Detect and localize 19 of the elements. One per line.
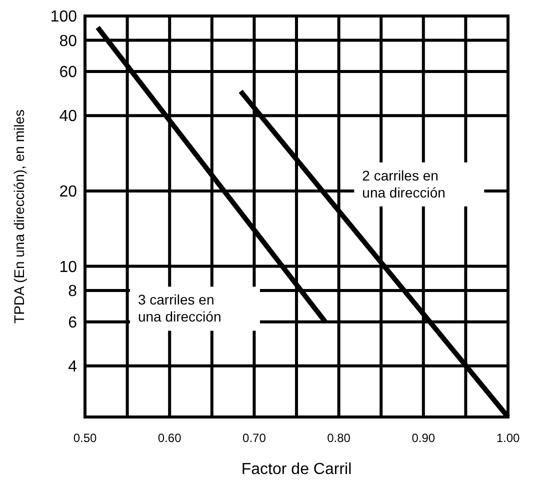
annotation: 3 carriles en una dirección (138, 292, 222, 325)
y-tick-label: 40 (59, 108, 78, 126)
x-tick-label: 0.50 (73, 431, 97, 445)
x-tick-label: 0.90 (412, 431, 436, 445)
y-tick-label: 4 (68, 358, 78, 376)
x-axis-title: Factor de Carril (241, 461, 352, 478)
y-axis-title: TPDA (En una dirección), en miles (11, 110, 27, 324)
y-tick-label: 6 (68, 314, 78, 332)
x-tick-label: 1.00 (496, 431, 520, 445)
y-tick-label: 8 (68, 283, 78, 300)
y-tick-label: 10 (59, 258, 78, 276)
y-tick-label: 80 (59, 32, 78, 50)
x-tick-label: 0.70 (242, 431, 266, 445)
y-tick-label: 20 (59, 184, 78, 201)
y-tick-label: 100 (50, 8, 78, 26)
x-tick-label: 0.80 (327, 431, 351, 445)
x-tick-label: 0.60 (158, 431, 182, 445)
y-tick-label: 60 (59, 64, 78, 82)
annotation: 2 carriles en una dirección (362, 167, 446, 200)
